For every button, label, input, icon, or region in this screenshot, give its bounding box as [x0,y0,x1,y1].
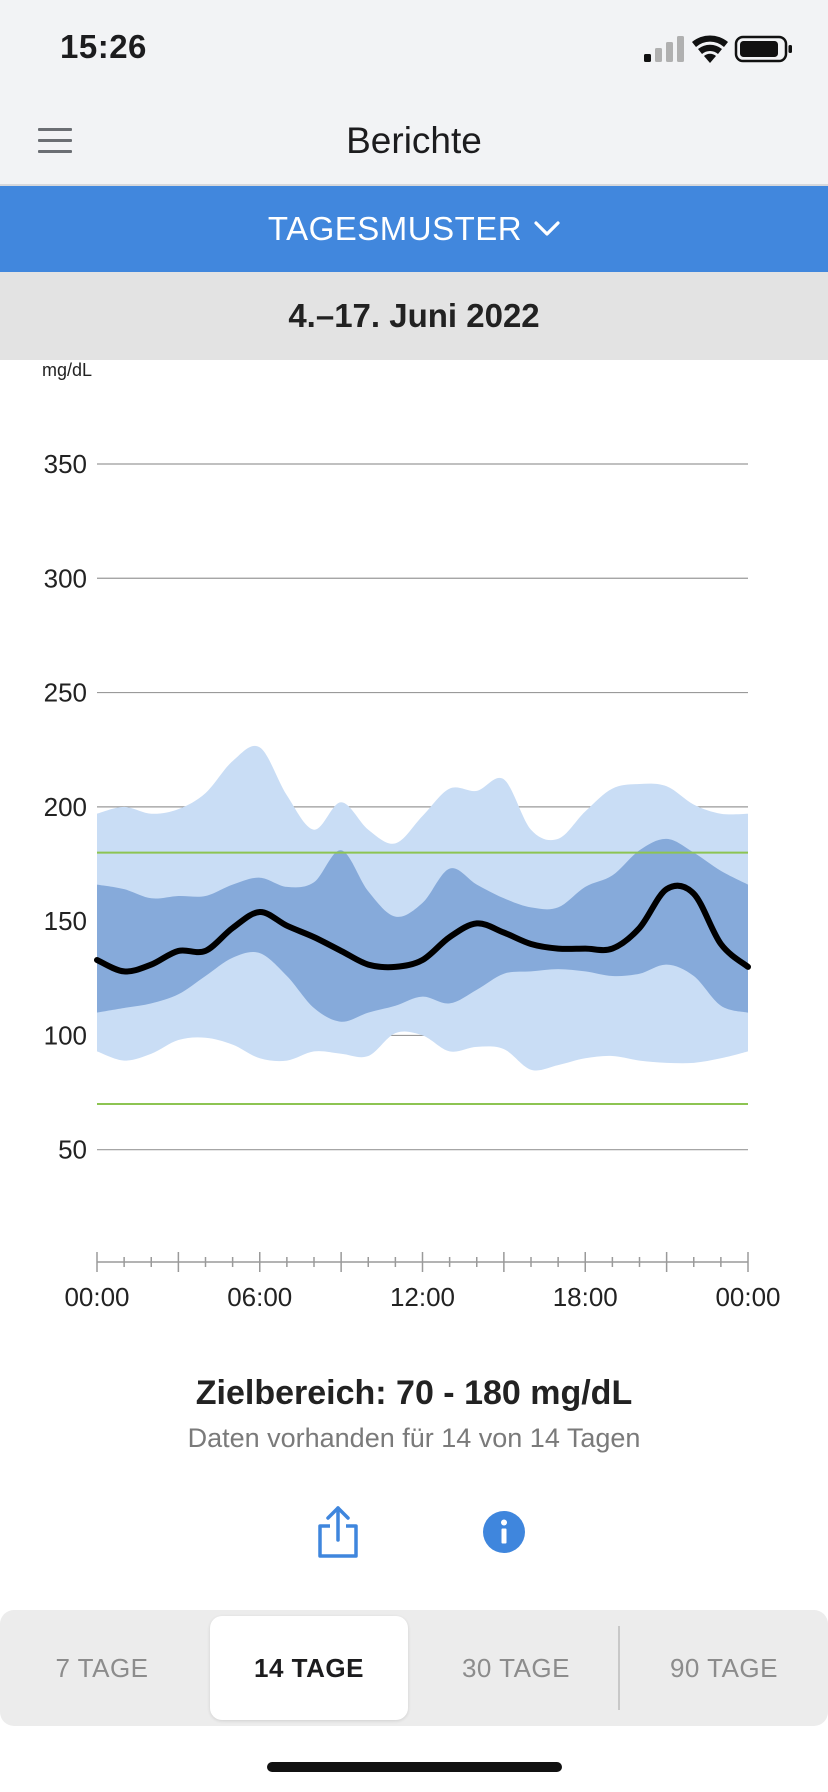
y-tick-label-100: 100 [44,1020,87,1050]
y-tick-label-50: 50 [58,1135,87,1165]
glucose-chart-svg: mg/dL 50 100 150 200 250 300 350 00:00 06:00 12:00… [42,360,781,1312]
report-type-label: TAGESMUSTER [267,210,523,247]
y-unit-label: mg/dL [42,360,92,380]
info-icon[interactable] [482,1510,526,1554]
wifi-icon [692,35,728,63]
segment-divider [618,1626,620,1710]
x-tick-label-1: 06:00 [227,1282,292,1312]
nav-bar: Berichte [0,96,828,186]
data-availability-text: Daten vorhanden für 14 von 14 Tagen [187,1423,641,1453]
report-type-dropdown[interactable]: TAGESMUSTER [0,186,828,272]
date-range-label: 4.–17. Juni 2022 [288,297,540,334]
battery-icon [734,35,792,63]
page-title: Berichte [346,120,482,161]
y-tick-label-350: 350 [44,449,87,479]
status-icons [644,35,792,63]
segment-30-days[interactable]: 30 TAGE [461,1652,571,1683]
median-line [94,882,751,975]
date-range-bar: 4.–17. Juni 2022 [0,272,828,360]
y-tick-label-250: 250 [44,678,87,708]
period-segmented-control: 7 TAGE 14 TAGE 30 TAGE 90 TAGE [0,1610,828,1726]
target-range-text: Zielbereich: 70 - 180 mg/dL [195,1374,633,1412]
chevron-down-icon [534,221,560,236]
status-time: 15:26 [60,28,147,65]
segment-14-days[interactable]: 14 TAGE [210,1616,408,1720]
home-indicator [267,1762,562,1772]
segment-7-days[interactable]: 7 TAGE [55,1652,149,1683]
x-tick-label-3: 18:00 [553,1282,618,1312]
glucose-chart: mg/dL 50 100 150 200 250 300 350 00:00 06:00 12:00… [0,360,828,1340]
hamburger-menu-icon[interactable] [38,128,72,156]
signal-icon [644,36,684,62]
x-tick-label-4: 00:00 [715,1282,780,1312]
segment-90-days[interactable]: 90 TAGE [669,1652,779,1683]
x-tick-label-0: 00:00 [64,1282,129,1312]
status-bar: 15:26 [0,0,828,96]
y-tick-label-200: 200 [44,792,87,822]
inner-percentile-band [97,838,748,1022]
y-tick-label-300: 300 [44,563,87,593]
x-tick-label-2: 12:00 [390,1282,455,1312]
actions-row [0,1500,828,1580]
summary: Zielbereich: 70 - 180 mg/dL Daten vorhan… [0,1374,828,1454]
y-tick-label-150: 150 [44,906,87,936]
share-icon[interactable] [312,1504,364,1560]
